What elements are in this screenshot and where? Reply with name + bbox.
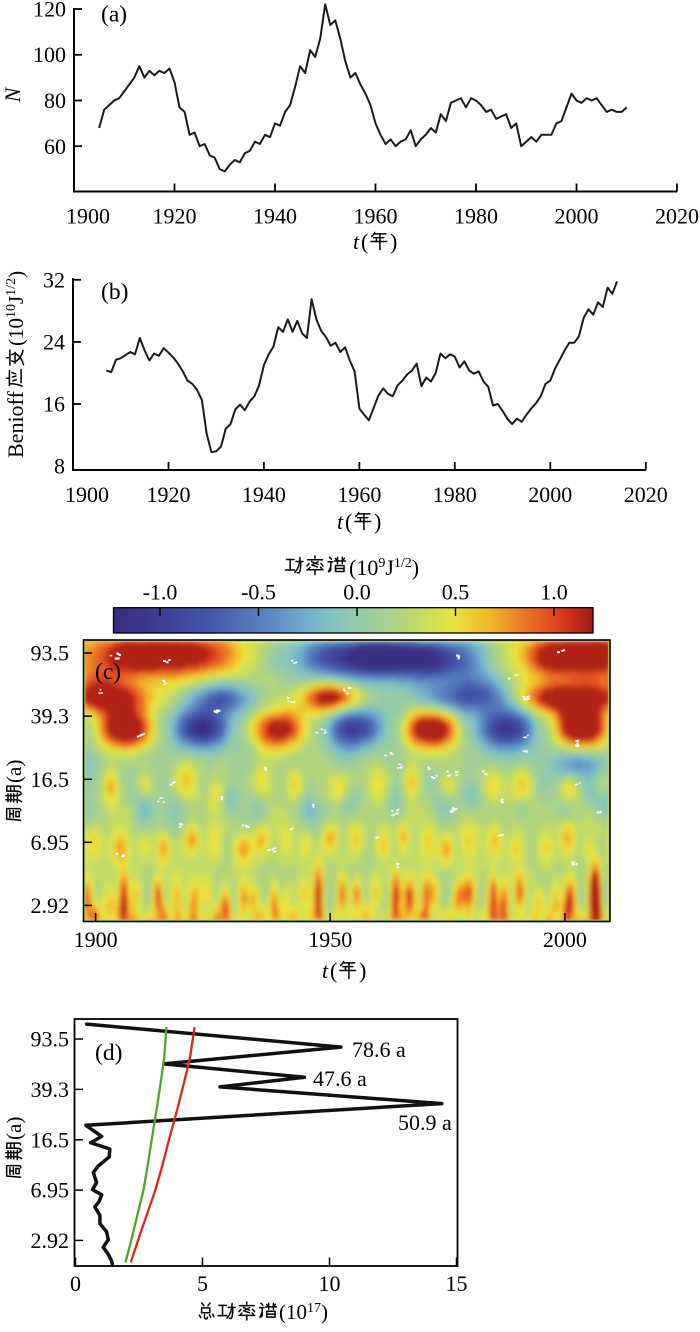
svg-text:1920: 1920 [153,204,197,229]
svg-text:93.5: 93.5 [31,641,70,666]
svg-text:(b): (b) [101,279,128,305]
svg-text:60: 60 [44,134,66,159]
svg-text:1920: 1920 [147,482,191,507]
svg-text:1980: 1980 [454,204,498,229]
svg-text:2.92: 2.92 [31,893,70,918]
svg-text:(d): (d) [95,1040,122,1066]
svg-text:1960: 1960 [337,482,381,507]
svg-text:100: 100 [33,42,66,67]
svg-text:0: 0 [70,1271,81,1296]
svg-text:50.9 a: 50.9 a [398,1110,452,1135]
svg-text:32: 32 [43,267,65,292]
svg-text:78.6 a: 78.6 a [352,1037,406,1062]
svg-text:1900: 1900 [65,482,109,507]
svg-text:(a): (a) [101,2,127,28]
svg-text:-1.0: -1.0 [143,580,178,605]
svg-text:1980: 1980 [433,482,477,507]
svg-text:(a): (a) [2,760,26,783]
svg-text:2020: 2020 [624,482,668,507]
svg-text:80: 80 [44,88,66,113]
svg-text:16.5: 16.5 [31,1127,70,1152]
svg-text:2000: 2000 [528,482,572,507]
svg-text:0.0: 0.0 [343,580,371,605]
svg-text:(: ( [330,958,337,983]
svg-text:): ) [390,229,397,254]
svg-text:1.0: 1.0 [540,580,568,605]
svg-text:1900: 1900 [74,927,118,952]
svg-text:6.95: 6.95 [31,830,70,855]
svg-text:1940: 1940 [242,482,286,507]
svg-text:(: ( [361,229,368,254]
svg-text:6.95: 6.95 [31,1178,70,1203]
svg-text:2020: 2020 [655,204,699,229]
svg-text:16: 16 [43,392,65,417]
svg-text:N: N [0,86,25,103]
svg-text:8: 8 [54,454,65,479]
svg-text:t: t [337,509,344,534]
svg-text:2.92: 2.92 [31,1228,70,1253]
svg-text:): ) [374,509,381,534]
svg-text:39.3: 39.3 [31,1077,70,1102]
svg-text:(1017): (1017) [279,1300,328,1324]
svg-text:5: 5 [197,1271,208,1296]
svg-text:(c): (c) [95,659,121,685]
svg-text:1940: 1940 [253,204,297,229]
svg-text:(a): (a) [2,1117,26,1140]
svg-text:1960: 1960 [354,204,398,229]
svg-text:t: t [322,958,329,983]
svg-text:93.5: 93.5 [31,1027,70,1052]
svg-text:): ) [359,958,366,983]
svg-text:Benioff: Benioff [3,391,28,458]
svg-text:-0.5: -0.5 [241,580,276,605]
svg-text:0.5: 0.5 [442,580,470,605]
svg-text:47.6 a: 47.6 a [313,1066,367,1091]
svg-text:t: t [353,229,360,254]
svg-text:1900: 1900 [66,204,110,229]
svg-text:16.5: 16.5 [31,767,70,792]
svg-text:(: ( [345,509,352,534]
svg-text:10: 10 [319,1271,341,1296]
svg-text:15: 15 [446,1271,468,1296]
svg-text:24: 24 [43,329,65,354]
svg-text:2000: 2000 [555,204,599,229]
svg-text:2000: 2000 [543,927,587,952]
svg-text:39.3: 39.3 [31,704,70,729]
svg-text:120: 120 [33,0,66,22]
svg-text:1950: 1950 [308,927,352,952]
